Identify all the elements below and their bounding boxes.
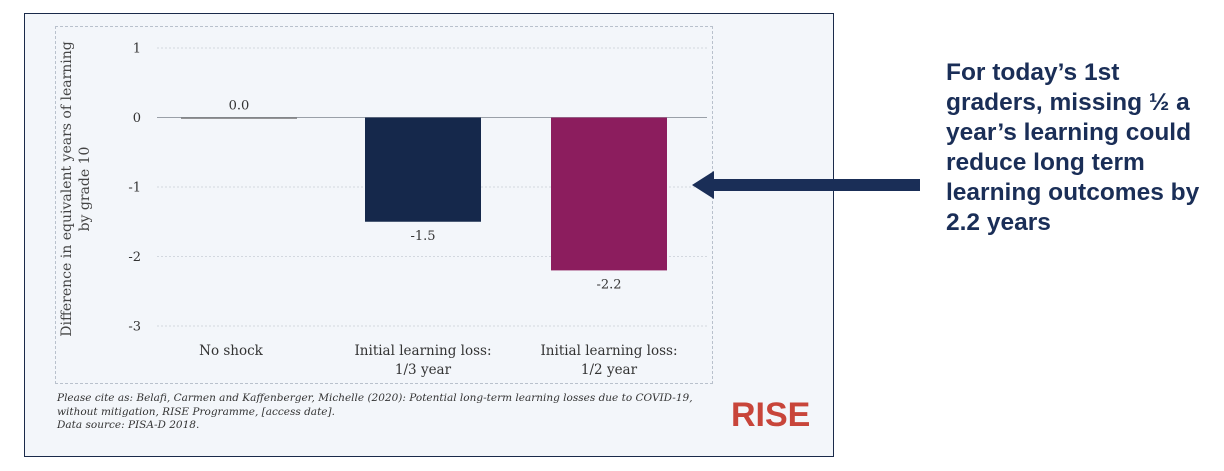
y-tick-label: 0 [133, 111, 141, 126]
citation-note: Please cite as: Belafi, Carmen and Kaffe… [57, 392, 697, 433]
y-axis-title-line: Difference in equivalent years of learni… [59, 41, 75, 337]
data-labels: 0.0 -1.5 -2.2 [229, 99, 622, 293]
left-arrow-icon [692, 171, 920, 199]
y-tick-label: 1 [133, 42, 141, 57]
bar-value-label: -2.2 [596, 277, 621, 292]
citation-line-1: Please cite as: Belafi, Carmen and Kaffe… [57, 392, 693, 404]
data-source-line: Data source: PISA-D 2018. [57, 419, 200, 431]
category-label: No shock [199, 343, 264, 359]
rise-logo: RISE [731, 396, 811, 434]
bar [181, 117, 297, 119]
bar [365, 117, 481, 222]
y-axis-title-line: by grade 10 [77, 147, 93, 232]
citation-line-2: without mitigation, RISE Programme, [acc… [57, 405, 335, 418]
category-label: 1/3 year [395, 362, 452, 378]
bar-value-label: -1.5 [410, 229, 435, 244]
y-tick-label: -1 [128, 181, 141, 196]
category-label: 1/2 year [581, 362, 638, 378]
category-labels: No shock Initial learning loss: 1/3 year In… [199, 343, 677, 378]
chart-frame: Difference in equivalent years of learni… [24, 13, 834, 457]
y-tick-labels: 1 0 -1 -2 -3 [128, 42, 141, 335]
category-label: Initial learning loss: [354, 343, 491, 359]
bar [551, 117, 667, 271]
y-axis-title: Difference in equivalent years of learni… [59, 41, 93, 337]
bars [181, 117, 667, 271]
y-tick-label: -3 [128, 320, 141, 335]
category-label: Initial learning loss: [540, 343, 677, 359]
bar-chart: Difference in equivalent years of learni… [59, 41, 707, 378]
plot-area-border [55, 26, 713, 384]
bar-value-label: 0.0 [229, 99, 250, 114]
y-tick-label: -2 [128, 250, 141, 265]
callout-text: For today’s 1st graders, missing ½ a yea… [946, 59, 1200, 236]
